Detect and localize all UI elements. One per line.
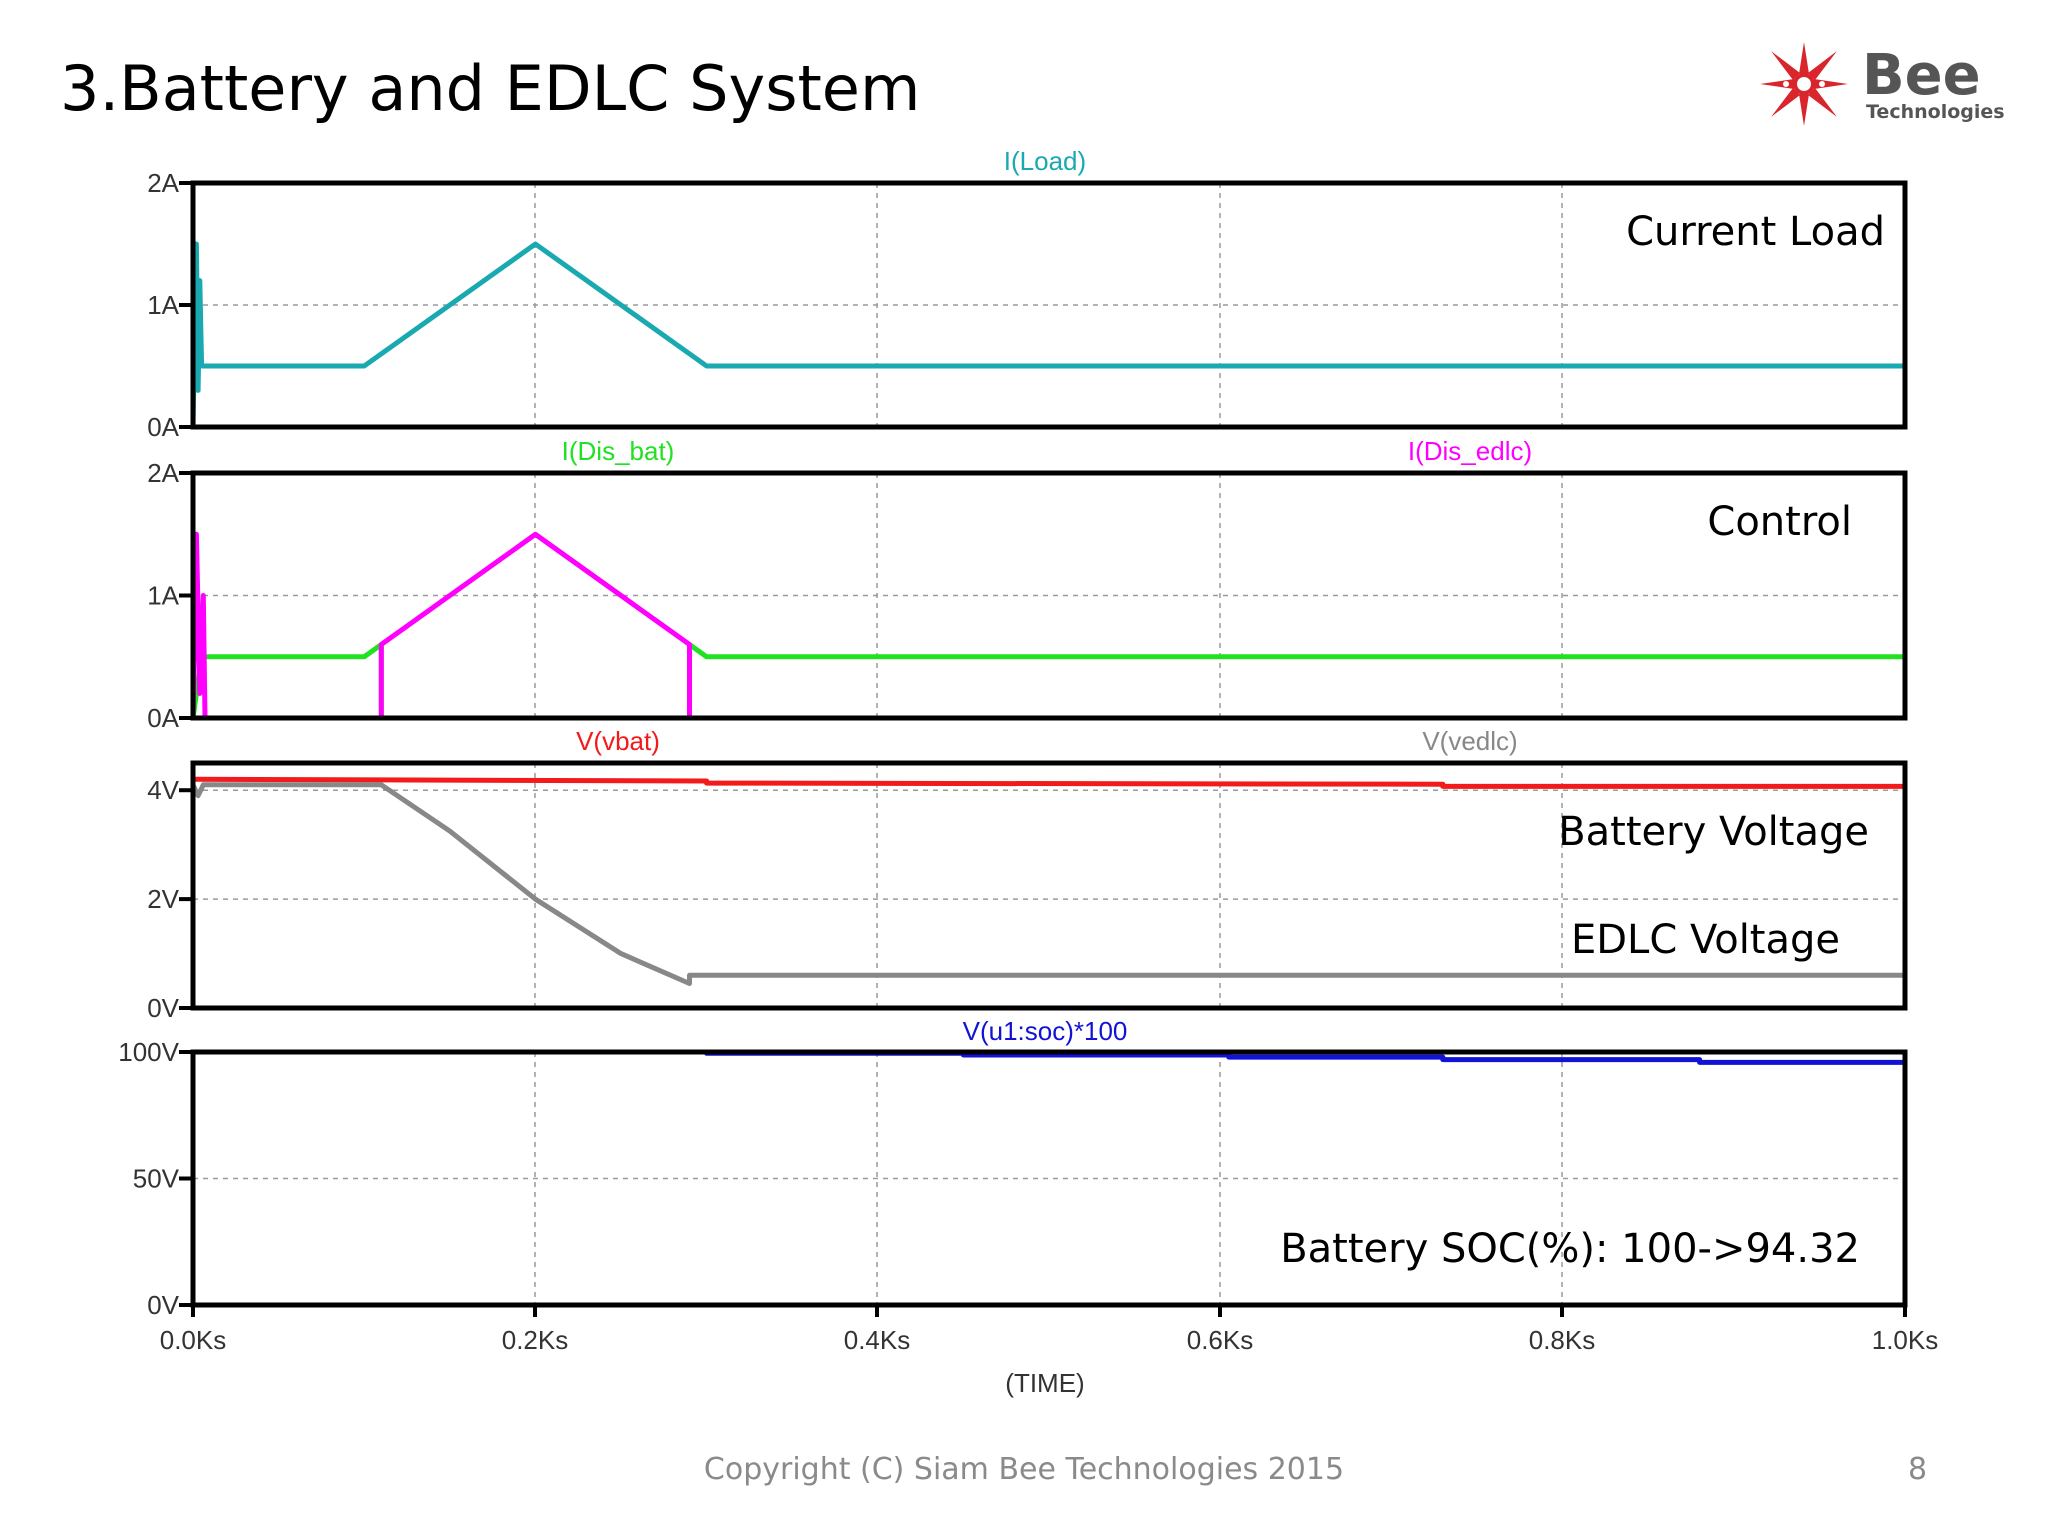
y-tick-label: 2A [147,168,179,198]
page-title: 3.Battery and EDLC System [60,52,921,125]
panel-annotation: Control [1707,499,1852,545]
y-tick-label: 100V [118,1037,179,1067]
logo-subword: Technologies [1866,101,2005,123]
y-tick-label: 0A [147,412,179,442]
series-legend-label: I(Dis_bat) [562,436,675,466]
panel-annotation: EDLC Voltage [1571,917,1840,963]
x-tick-label: 0.8Ks [1529,1325,1596,1355]
bee-technologies-logo: Bee Technologies [1754,34,2034,134]
series-line-1 [190,642,1905,721]
copyright-footer: Copyright (C) Siam Bee Technologies 2015 [703,1452,1345,1487]
series-line-1 [192,776,1905,789]
panel-annotation: Battery Voltage [1558,809,1869,855]
x-axis-label: (TIME) [1005,1368,1084,1398]
y-tick-label: 1A [147,290,179,320]
series-legend-label: V(u1:soc)*100 [963,1016,1128,1046]
y-tick-label: 2V [147,884,179,914]
series-legend-label: I(Dis_edlc) [1408,436,1532,466]
x-tick-label: 0.4Ks [844,1325,911,1355]
x-tick-label: 0.0Ks [160,1325,227,1355]
y-tick-label: 50V [133,1164,180,1194]
series-legend-label: V(vbat) [576,726,660,756]
y-tick-label: 1A [147,581,179,611]
x-tick-label: 1.0Ks [1872,1325,1939,1355]
series-legend-label: I(Load) [1004,146,1086,176]
bee-sunburst-icon [1760,42,1848,126]
y-tick-label: 0V [147,1290,179,1320]
panel-annotation: Battery SOC(%): 100->94.32 [1280,1226,1860,1272]
series-legend-label: V(vedlc) [1422,726,1517,756]
series-line-2 [190,782,1905,986]
panel-annotation: Current Load [1626,209,1885,255]
plot-frame [190,760,1908,1011]
y-tick-label: 2A [147,458,179,488]
y-tick-label: 4V [147,775,179,805]
page-number: 8 [1908,1452,1928,1487]
x-tick-label: 0.6Ks [1187,1325,1254,1355]
y-tick-label: 0A [147,703,179,733]
y-tick-label: 0V [147,993,179,1023]
series-line-1 [190,241,1905,428]
x-tick-label: 0.2Ks [502,1325,569,1355]
logo-word: Bee [1862,43,1981,108]
series-line-2 [190,531,1905,721]
